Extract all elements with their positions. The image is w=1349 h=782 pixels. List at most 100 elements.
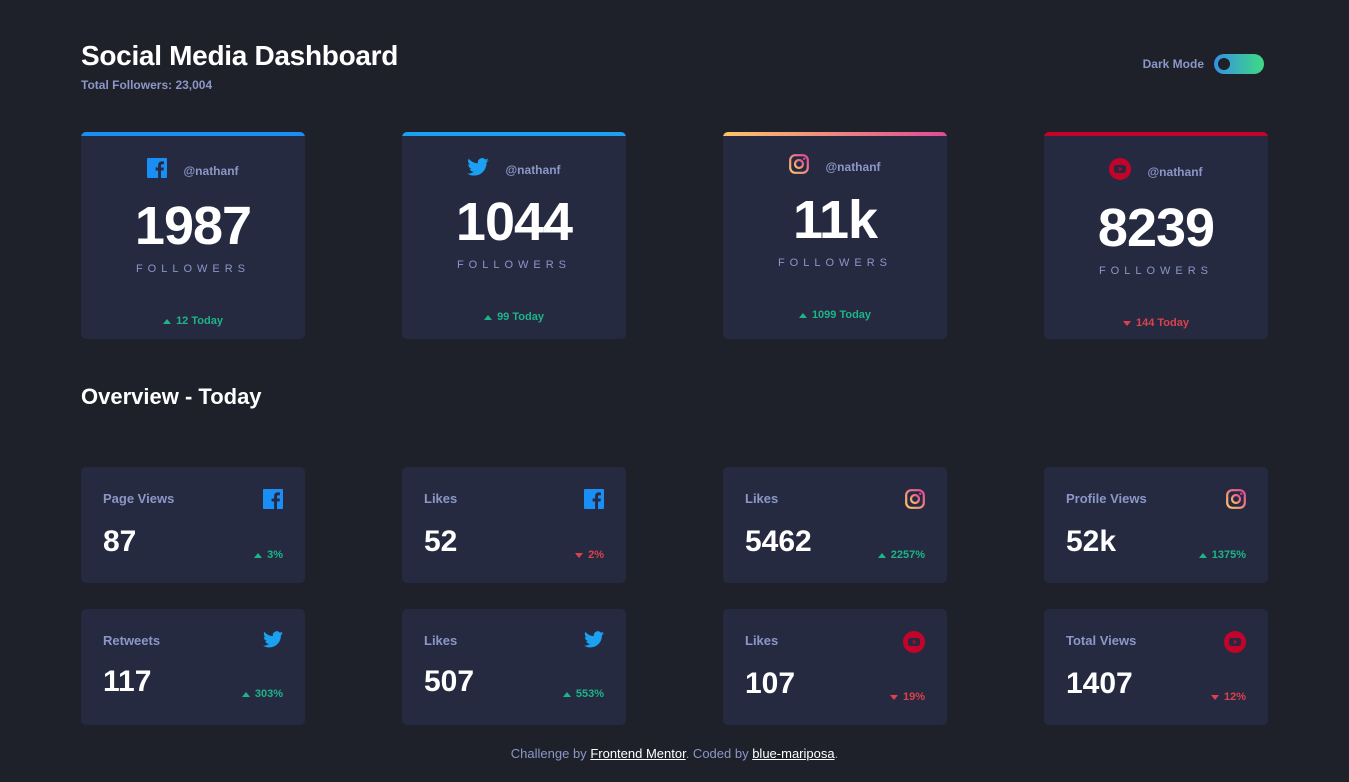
instagram-icon — [1226, 489, 1246, 514]
follower-card-youtube[interactable]: @nathanf 8239 FOLLOWERS 144 Today — [1044, 132, 1268, 339]
arrow-up-icon — [484, 314, 493, 320]
arrow-down-icon — [1123, 320, 1131, 326]
metric-value: 87 — [103, 525, 137, 558]
dark-mode-switch: Dark Mode — [1143, 54, 1264, 74]
attribution-prefix: Challenge by — [510, 746, 587, 761]
today-delta: 12 Today — [81, 315, 305, 327]
arrow-up-icon — [1198, 552, 1207, 558]
follower-card-twitter[interactable]: @nathanf 1044 FOLLOWERS 99 Today — [402, 132, 626, 339]
overview-card-youtube-total-views[interactable]: Total Views 1407 12% — [1044, 609, 1268, 725]
today-delta: 1099 Today — [723, 309, 947, 321]
metric-label: Page Views — [103, 491, 175, 506]
percent-text: 12% — [1223, 691, 1246, 703]
overview-title: Overview - Today — [81, 384, 262, 409]
youtube-icon — [1224, 631, 1246, 658]
metric-value: 52k — [1066, 525, 1117, 558]
attribution-middle: . Coded by — [685, 746, 749, 761]
percent-text: 553% — [575, 688, 604, 700]
percent-text: 2257% — [890, 549, 925, 561]
metric-label: Likes — [745, 491, 779, 506]
instagram-icon — [905, 489, 925, 514]
metric-percent: 3% — [254, 549, 283, 561]
arrow-up-icon — [241, 691, 250, 697]
percent-text: 2% — [588, 549, 604, 561]
today-delta: 99 Today — [402, 311, 626, 323]
metric-value: 1407 — [1066, 667, 1133, 700]
delta-text: 99 Today — [497, 311, 544, 323]
delta-text: 144 Today — [1136, 317, 1189, 329]
handle-row: @nathanf — [81, 158, 305, 183]
arrow-up-icon — [254, 552, 263, 558]
followers-label: FOLLOWERS — [777, 257, 893, 269]
handle: @nathanf — [1147, 164, 1203, 179]
author-link[interactable]: blue-mariposa — [752, 746, 835, 761]
toggle-knob — [1218, 58, 1230, 70]
follower-count: 1044 — [455, 192, 573, 252]
follower-count: 11k — [792, 190, 878, 250]
metric-label: Retweets — [103, 633, 161, 648]
card-top-bar — [402, 132, 626, 136]
arrow-up-icon — [877, 552, 886, 558]
twitter-icon — [467, 158, 490, 181]
overview-card-instagram-profile-views[interactable]: Profile Views 52k 1375% — [1044, 467, 1268, 583]
youtube-icon — [903, 631, 925, 658]
attribution: Challenge by Frontend Mentor. Coded by b… — [0, 746, 1349, 761]
follower-card-instagram[interactable]: @nathanf 11k FOLLOWERS 1099 Today — [723, 132, 947, 339]
youtube-icon — [1109, 158, 1132, 185]
dark-mode-toggle[interactable] — [1214, 54, 1264, 74]
card-top-bar — [1044, 132, 1268, 136]
twitter-icon — [584, 631, 604, 653]
arrow-down-icon — [575, 552, 584, 558]
overview-card-facebook-likes[interactable]: Likes 52 2% — [402, 467, 626, 583]
percent-text: 19% — [902, 691, 925, 703]
total-followers: Total Followers: 23,004 — [81, 78, 213, 92]
metric-percent: 2257% — [877, 549, 925, 561]
overview-card-twitter-likes[interactable]: Likes 507 553% — [402, 609, 626, 725]
followers-label: FOLLOWERS — [456, 259, 572, 271]
metric-value: 5462 — [745, 525, 812, 558]
overview-card-twitter-retweets[interactable]: Retweets 117 303% — [81, 609, 305, 725]
attribution-suffix: . — [834, 746, 839, 761]
metric-percent: 553% — [562, 688, 604, 700]
card-top-bar — [723, 132, 947, 136]
metric-label: Likes — [745, 633, 779, 648]
delta-text: 12 Today — [176, 315, 223, 327]
dark-mode-label: Dark Mode — [1142, 57, 1204, 71]
arrow-up-icon — [562, 691, 571, 697]
arrow-down-icon — [889, 694, 898, 700]
handle-row: @nathanf — [402, 158, 626, 181]
arrow-up-icon — [798, 312, 807, 318]
metric-value: 507 — [424, 665, 475, 698]
overview-card-instagram-likes[interactable]: Likes 5462 2257% — [723, 467, 947, 583]
page-title: Social Media Dashboard — [81, 40, 399, 71]
metric-percent: 19% — [889, 691, 925, 703]
metric-label: Profile Views — [1066, 491, 1147, 506]
follower-card-facebook[interactable]: @nathanf 1987 FOLLOWERS 12 Today — [81, 132, 305, 339]
metric-value: 117 — [103, 665, 152, 698]
frontend-mentor-link[interactable]: Frontend Mentor — [590, 746, 686, 761]
metric-percent: 303% — [241, 688, 283, 700]
percent-text: 303% — [254, 688, 283, 700]
handle: @nathanf — [505, 162, 561, 177]
facebook-icon — [263, 489, 283, 514]
metric-percent: 12% — [1210, 691, 1246, 703]
metric-label: Likes — [424, 633, 458, 648]
metric-percent: 1375% — [1198, 549, 1246, 561]
header: Social Media Dashboard Total Followers: … — [81, 40, 398, 92]
instagram-icon — [789, 154, 810, 179]
handle-row: @nathanf — [723, 154, 947, 179]
followers-label: FOLLOWERS — [1098, 265, 1214, 277]
arrow-down-icon — [1210, 694, 1219, 700]
percent-text: 3% — [267, 549, 283, 561]
metric-value: 107 — [745, 667, 796, 700]
overview-card-facebook-page-views[interactable]: Page Views 87 3% — [81, 467, 305, 583]
followers-label: FOLLOWERS — [135, 263, 251, 275]
metric-label: Likes — [424, 491, 458, 506]
twitter-icon — [263, 631, 283, 653]
handle: @nathanf — [825, 159, 881, 174]
facebook-icon — [147, 158, 168, 183]
overview-card-youtube-likes[interactable]: Likes 107 19% — [723, 609, 947, 725]
facebook-icon — [584, 489, 604, 514]
delta-text: 1099 Today — [811, 309, 872, 321]
arrow-up-icon — [163, 318, 172, 324]
